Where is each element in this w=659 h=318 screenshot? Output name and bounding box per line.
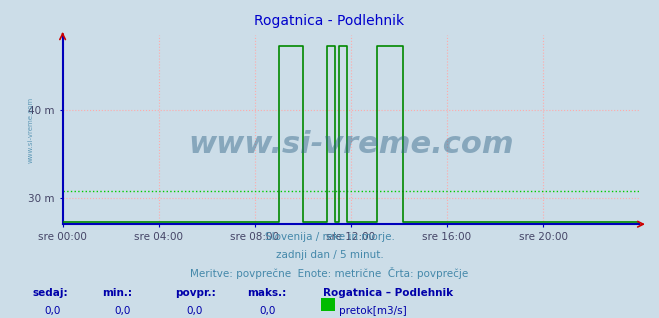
Text: 0,0: 0,0 bbox=[259, 306, 275, 316]
Text: Meritve: povprečne  Enote: metrične  Črta: povprečje: Meritve: povprečne Enote: metrične Črta:… bbox=[190, 267, 469, 279]
Text: povpr.:: povpr.: bbox=[175, 288, 215, 298]
Text: www.si-vreme.com: www.si-vreme.com bbox=[28, 97, 34, 162]
Text: zadnji dan / 5 minut.: zadnji dan / 5 minut. bbox=[275, 250, 384, 259]
Text: Slovenija / reke in morje.: Slovenija / reke in morje. bbox=[264, 232, 395, 242]
Text: Rogatnica – Podlehnik: Rogatnica – Podlehnik bbox=[323, 288, 453, 298]
Text: 0,0: 0,0 bbox=[45, 306, 61, 316]
Text: 0,0: 0,0 bbox=[186, 306, 203, 316]
Text: www.si-vreme.com: www.si-vreme.com bbox=[188, 130, 514, 159]
Text: 0,0: 0,0 bbox=[114, 306, 130, 316]
Text: sedaj:: sedaj: bbox=[33, 288, 69, 298]
Text: min.:: min.: bbox=[102, 288, 132, 298]
Text: pretok[m3/s]: pretok[m3/s] bbox=[339, 306, 407, 316]
Text: Rogatnica - Podlehnik: Rogatnica - Podlehnik bbox=[254, 14, 405, 28]
Text: maks.:: maks.: bbox=[247, 288, 287, 298]
